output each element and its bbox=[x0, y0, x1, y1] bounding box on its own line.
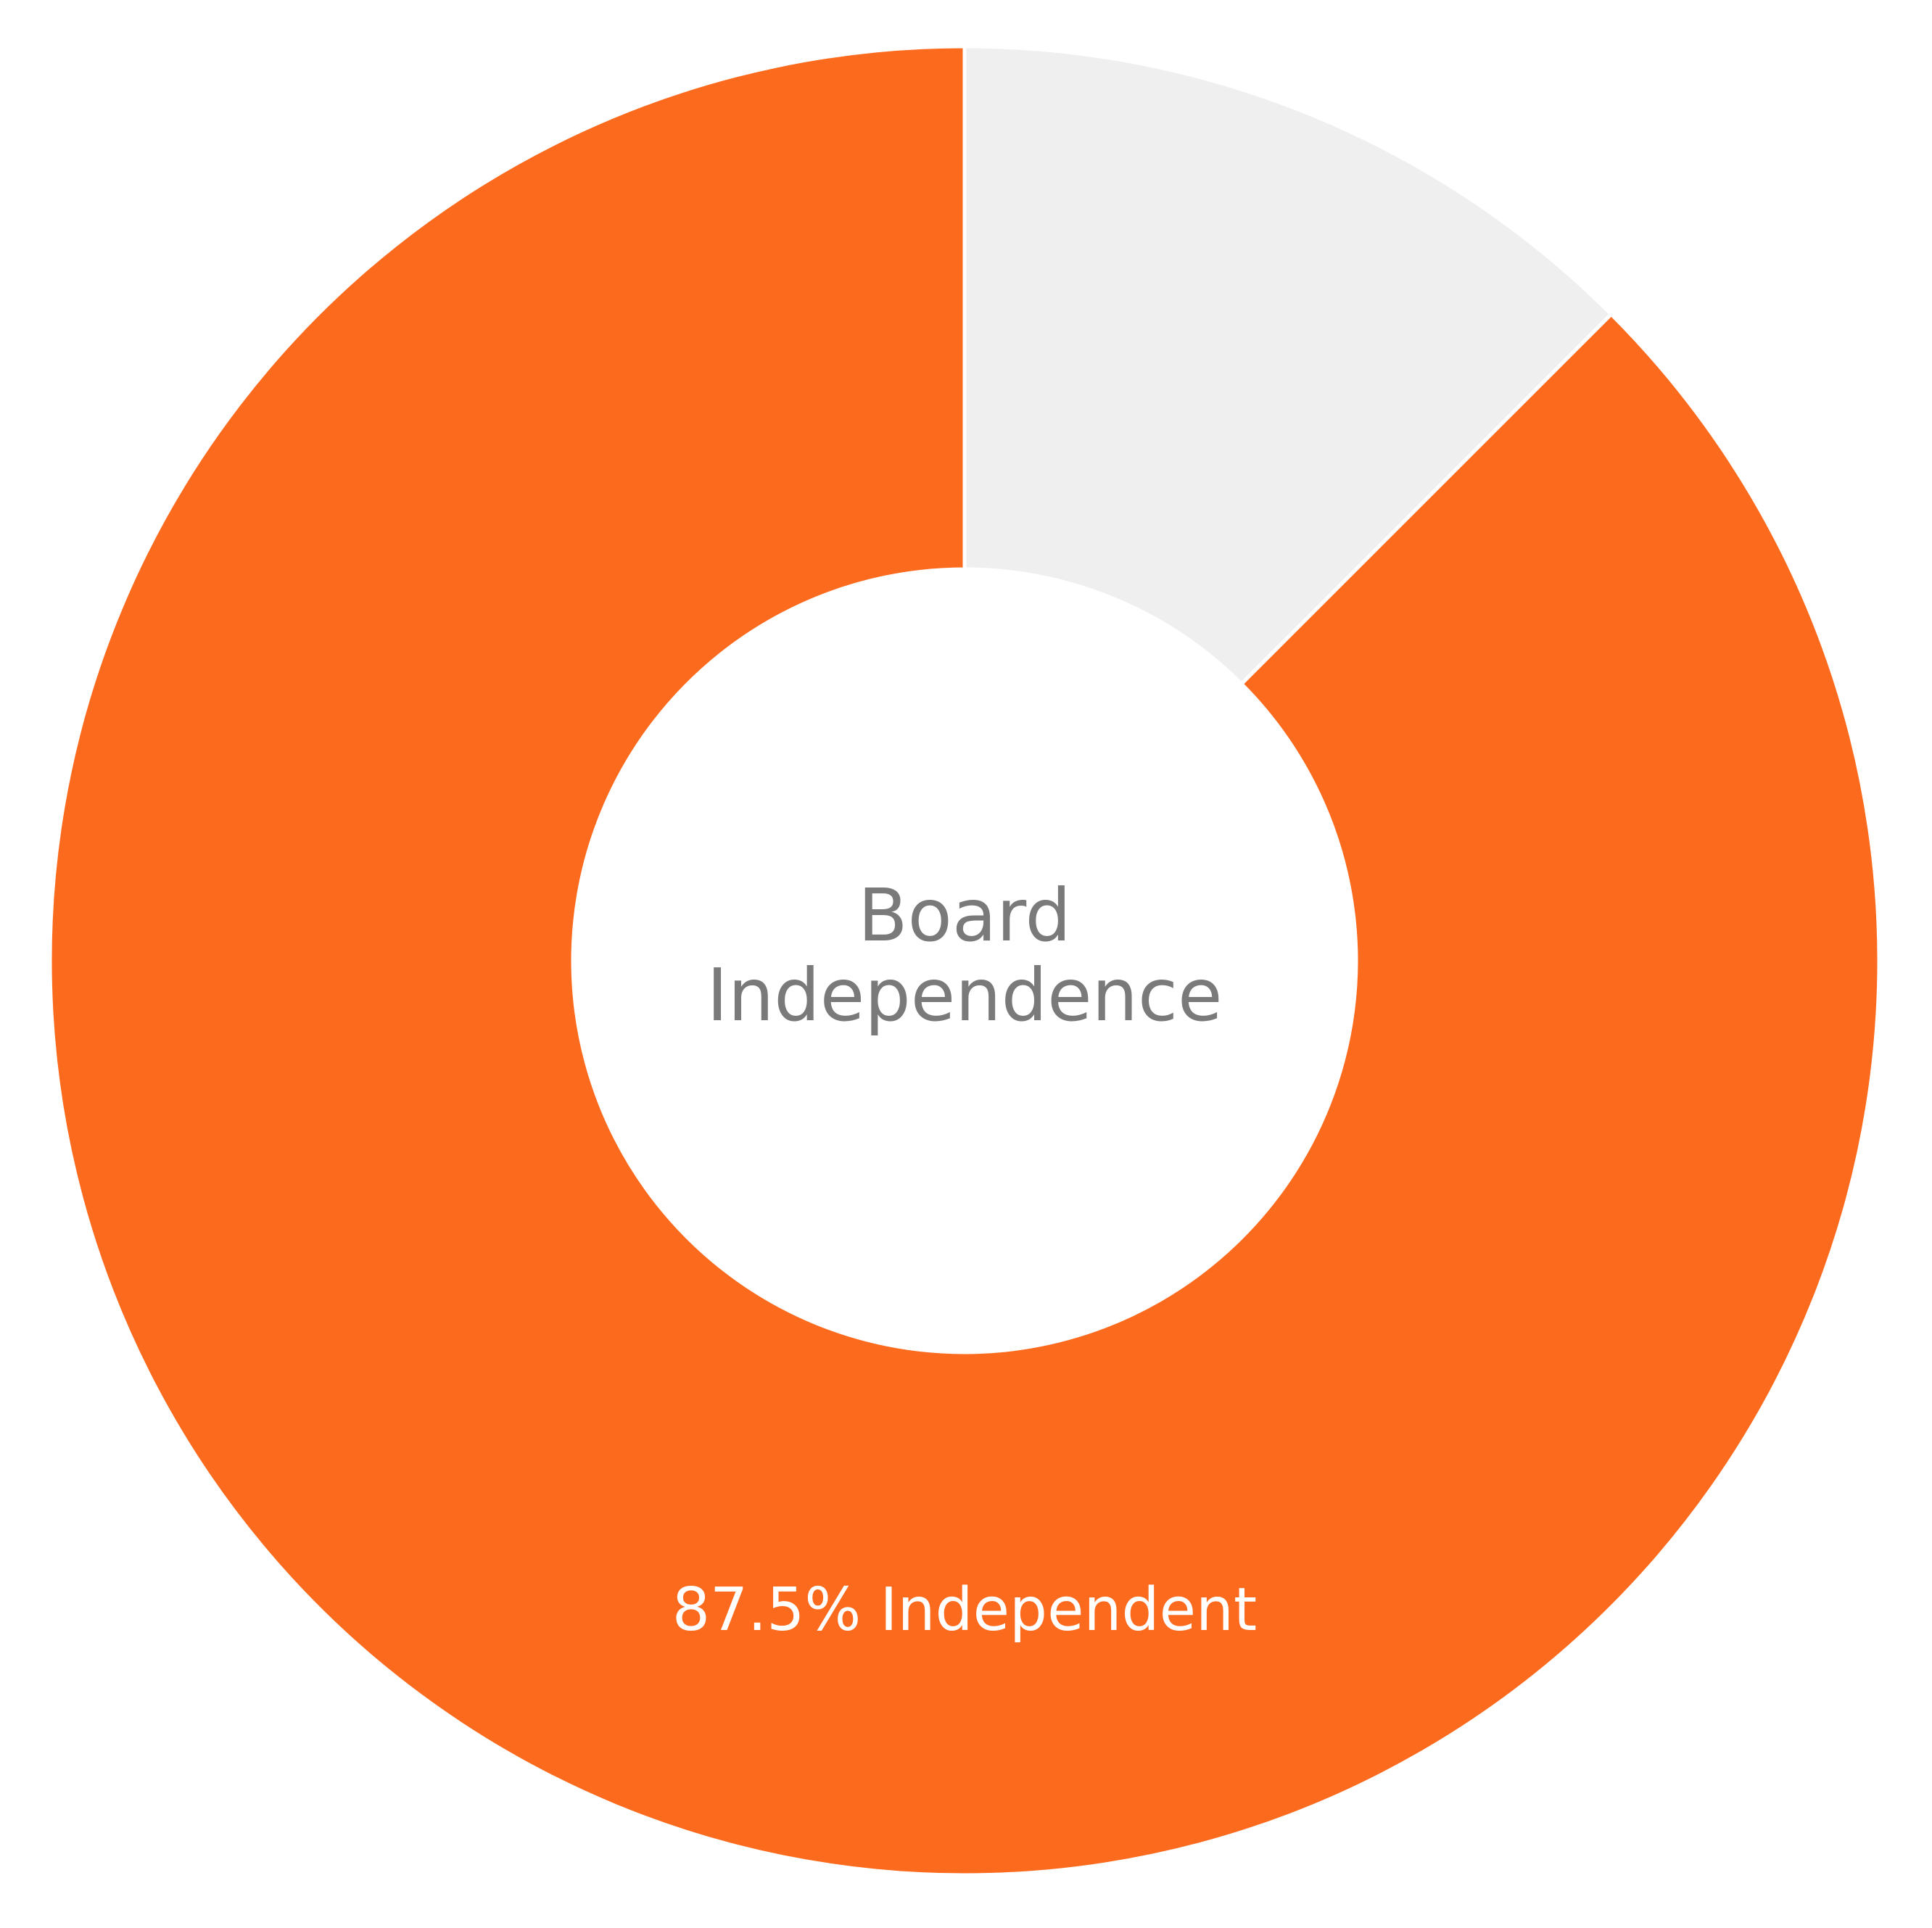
slice bbox=[48, 44, 1881, 1877]
center-label: Board Independence bbox=[706, 873, 1222, 1038]
slices bbox=[48, 44, 1881, 1877]
value-label: 87.5% Independent bbox=[672, 1576, 1257, 1644]
slice bbox=[962, 44, 1614, 687]
